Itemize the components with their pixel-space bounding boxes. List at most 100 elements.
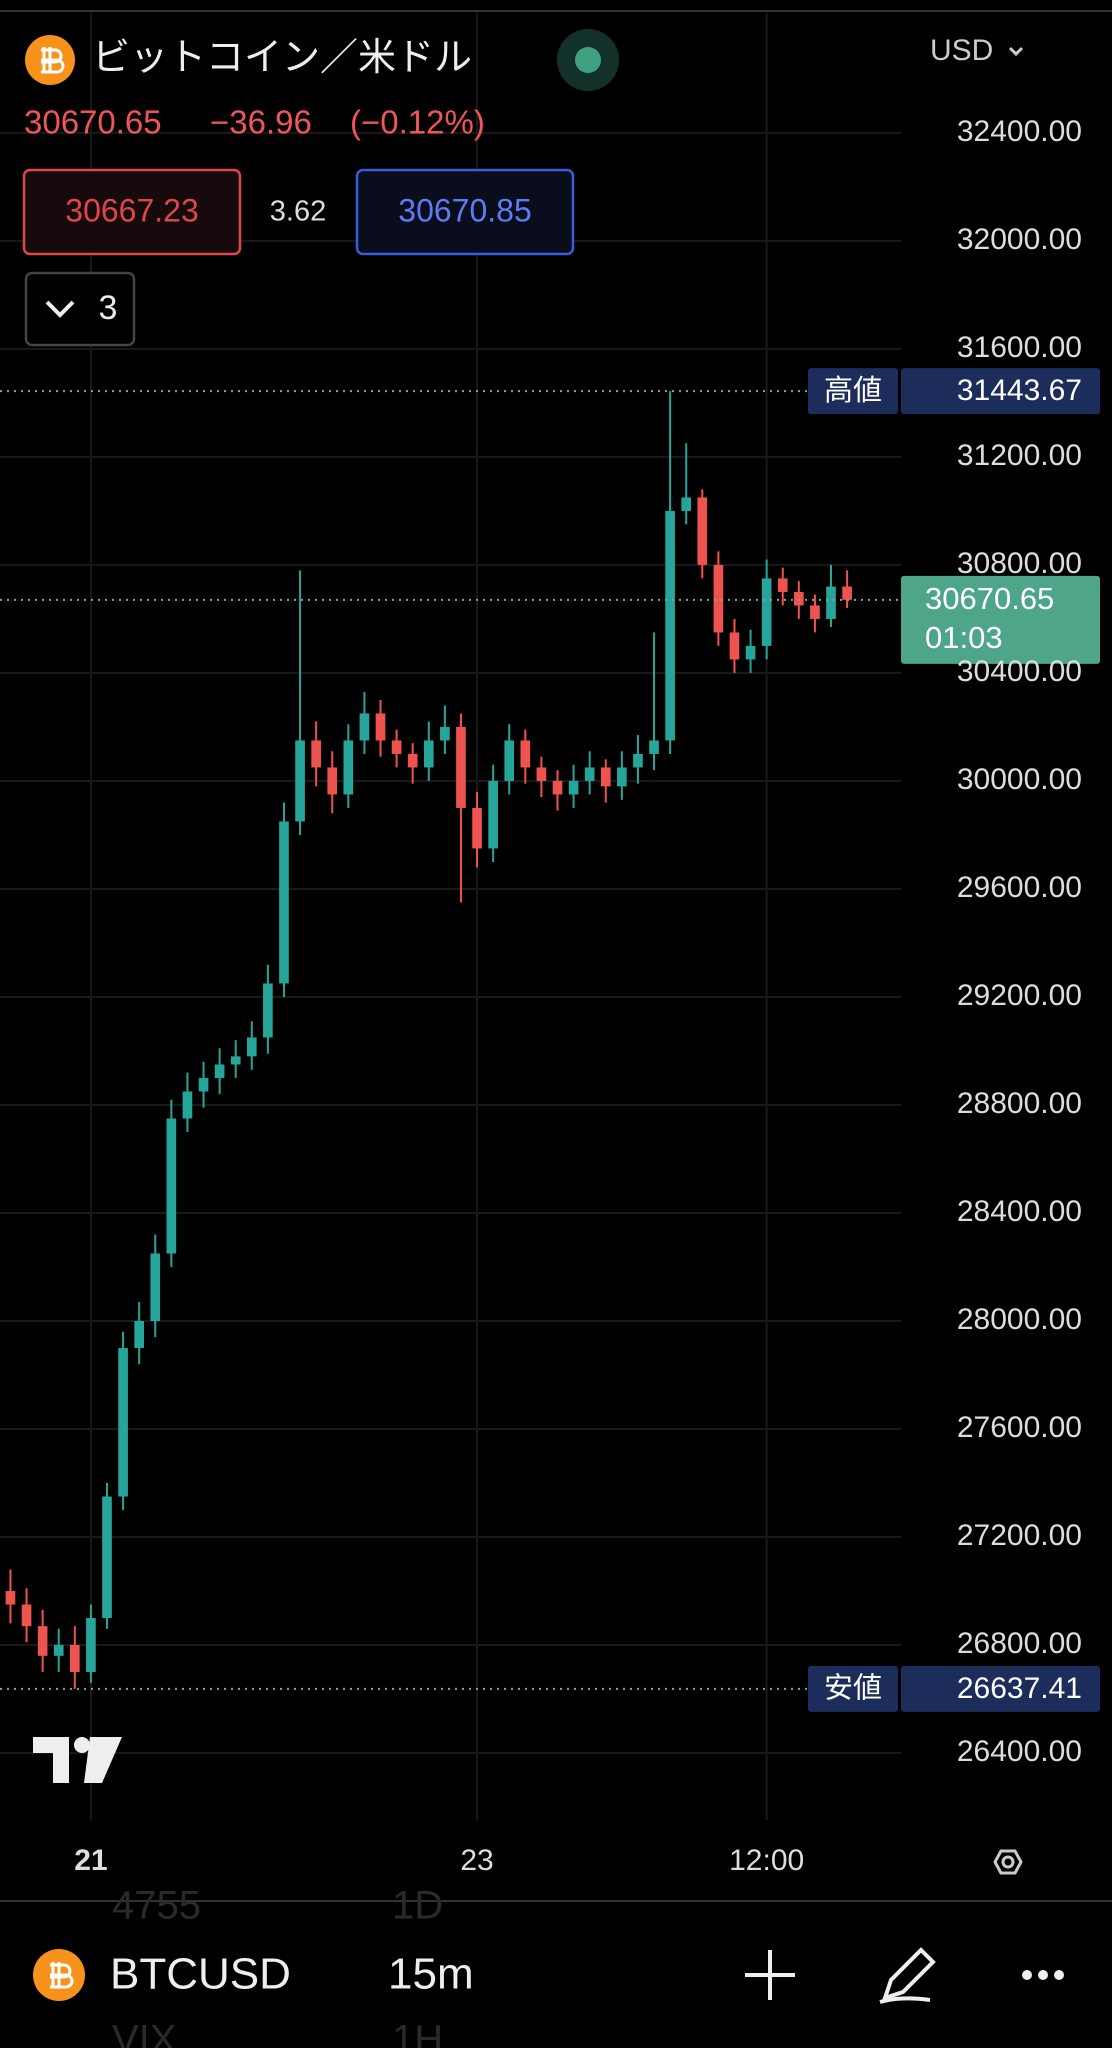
- candle-body: [440, 726, 450, 741]
- x-tick-label: 23: [460, 1844, 493, 1877]
- last-price: 30670.65: [925, 581, 1054, 616]
- market-status-dot: [575, 47, 601, 73]
- candle-body: [198, 1077, 209, 1092]
- y-tick-label: 26400.00: [957, 1735, 1082, 1768]
- candle-body: [182, 1091, 193, 1119]
- candle-body: [552, 780, 563, 795]
- buy-button[interactable]: [355, 168, 575, 256]
- candle-body: [842, 586, 852, 600]
- candle-body: [359, 713, 370, 741]
- candle-body: [713, 564, 724, 633]
- candle-body: [166, 1118, 177, 1254]
- y-tick-label: 27600.00: [957, 1411, 1082, 1444]
- currency[interactable]: USD: [930, 34, 993, 67]
- candle-body: [295, 740, 305, 822]
- overlay: 高値 31443.67 安値 26637.41 30670.65 01:03: [0, 368, 1100, 1712]
- candle-body: [536, 767, 547, 781]
- candle-body: [230, 1056, 241, 1065]
- high-value: 31443.67: [957, 374, 1082, 407]
- candle-body: [584, 767, 595, 781]
- y-tick-label: 28400.00: [957, 1195, 1082, 1228]
- footer-interval[interactable]: 15m: [388, 1950, 474, 1999]
- tv-logo[interactable]: [33, 1737, 122, 1783]
- candle-body: [568, 780, 579, 795]
- high-label: 高値: [824, 374, 882, 407]
- y-tick-label: 30400.00: [957, 655, 1082, 688]
- candle-body: [810, 605, 820, 619]
- candle-body: [697, 497, 708, 565]
- candle-body: [665, 510, 675, 741]
- hidden-list-item: 1D: [392, 1884, 443, 1928]
- candle-body: [472, 807, 482, 849]
- last-price-box: [901, 575, 1100, 664]
- candle-body: [520, 740, 531, 768]
- hidden-list-item: VIX: [112, 2018, 176, 2048]
- candle-body: [134, 1320, 144, 1348]
- y-tick-label: 29600.00: [957, 871, 1082, 904]
- candle-body: [375, 713, 386, 741]
- candle-body: [423, 740, 434, 768]
- high-label-box: [808, 368, 898, 415]
- candle-body: [488, 780, 498, 849]
- candle-body: [504, 740, 515, 781]
- draw-button[interactable]: [879, 1947, 936, 2004]
- candle-body: [777, 578, 788, 592]
- ask: 30670.85: [398, 192, 531, 228]
- footer-coin-glyph: [50, 1962, 74, 1989]
- candle-body: [600, 767, 611, 787]
- candle-body: [456, 726, 466, 808]
- bid: 30667.23: [65, 192, 198, 228]
- hidden-list-item: 1H: [392, 2018, 443, 2048]
- hidden-list-item: 4755: [112, 1884, 201, 1928]
- candle-body: [826, 586, 836, 619]
- candle-body: [617, 767, 627, 787]
- candle-body: [794, 591, 804, 606]
- candle-body: [311, 740, 321, 768]
- low-label: 安値: [824, 1672, 882, 1705]
- candle-countdown: 01:03: [925, 620, 1003, 655]
- settings-icon-center: [1001, 1855, 1015, 1869]
- spread: 3.62: [270, 196, 326, 228]
- indicators-count: 3: [99, 289, 118, 327]
- low-value: 26637.41: [957, 1672, 1082, 1705]
- candle-body: [214, 1064, 225, 1078]
- y-tick-label: 31600.00: [957, 331, 1082, 364]
- more-button[interactable]: [1022, 1970, 1064, 1980]
- coin-glyph: [41, 47, 65, 74]
- candle-body: [649, 740, 659, 754]
- low-value-box: [901, 1665, 1100, 1712]
- symbol-title[interactable]: ビットコイン／米ドル: [92, 37, 472, 79]
- candle-body: [407, 753, 418, 768]
- candle-body: [729, 632, 740, 660]
- candle-body: [86, 1618, 96, 1673]
- candle-body: [633, 753, 643, 768]
- indicators-toggle[interactable]: [24, 271, 136, 347]
- candle-body: [53, 1645, 64, 1656]
- x-tick-label: 12:00: [729, 1844, 804, 1877]
- candle-body: [69, 1645, 80, 1673]
- candle-body: [279, 821, 289, 984]
- y-tick-label: 32400.00: [957, 115, 1082, 148]
- candle-body: [327, 767, 338, 795]
- y-tick-label: 32000.00: [957, 223, 1082, 256]
- candle-body: [343, 740, 354, 795]
- candle-body: [37, 1626, 48, 1656]
- price: 30670.65: [24, 104, 162, 141]
- change-pct: (−0.12%): [350, 104, 485, 141]
- sell-button[interactable]: [22, 168, 242, 256]
- y-tick-label: 30800.00: [957, 547, 1082, 580]
- settings-icon[interactable]: [993, 1849, 1023, 1875]
- footer-symbol[interactable]: BTCUSD: [110, 1950, 291, 1999]
- y-tick-label: 28800.00: [957, 1087, 1082, 1120]
- candle-body: [5, 1591, 16, 1605]
- candle-body: [150, 1253, 161, 1321]
- candles: [5, 391, 852, 1689]
- y-tick-label: 28000.00: [957, 1303, 1082, 1336]
- change: −36.96: [210, 104, 312, 141]
- add-button[interactable]: [745, 1950, 795, 2000]
- y-tick-label: 26800.00: [957, 1627, 1082, 1660]
- tv-logo-dot: [74, 1737, 90, 1753]
- candle-body: [246, 1037, 257, 1057]
